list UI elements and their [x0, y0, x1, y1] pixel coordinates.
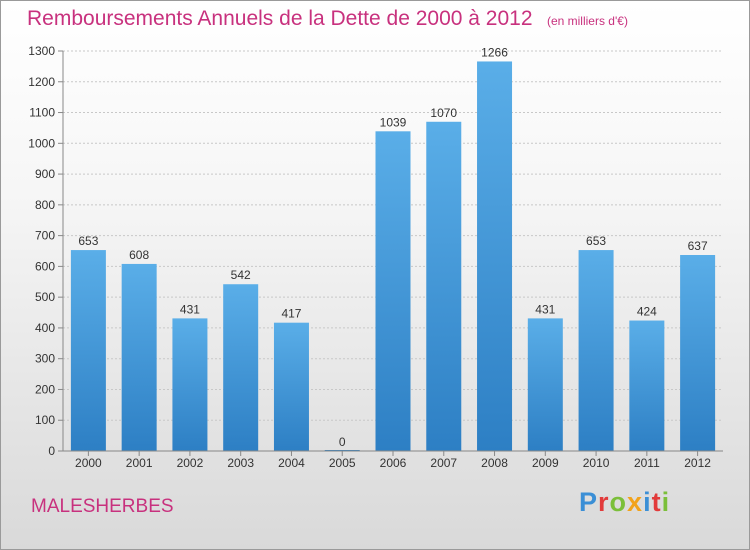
x-tick-label: 2003: [227, 456, 254, 470]
bar: [121, 263, 157, 451]
x-tick-label: 2004: [278, 456, 305, 470]
bar: [70, 250, 106, 451]
bar: [477, 61, 513, 451]
x-tick-label: 2010: [583, 456, 610, 470]
bar: [680, 255, 716, 451]
y-tick-label: 1300: [28, 44, 55, 58]
y-tick-label: 100: [35, 413, 55, 427]
bar-value-label: 637: [688, 239, 708, 253]
bar: [375, 131, 411, 452]
city-name: MALESHERBES: [31, 496, 174, 517]
y-tick-label: 500: [35, 290, 55, 304]
title-main: Remboursements Annuels de la Dette de 20…: [27, 7, 533, 30]
bar-value-label: 1266: [481, 45, 508, 59]
bar: [578, 250, 614, 451]
bar-value-label: 417: [281, 307, 301, 321]
bar: [172, 318, 208, 451]
proxiti-logo: Proxiti: [579, 487, 670, 518]
y-tick-label: 0: [48, 444, 55, 458]
bar-value-label: 431: [180, 302, 200, 316]
bar-value-label: 431: [535, 302, 555, 316]
y-tick-label: 300: [35, 352, 55, 366]
bar: [273, 322, 309, 451]
y-tick-label: 800: [35, 198, 55, 212]
y-tick-label: 1000: [28, 136, 55, 150]
x-tick-label: 2007: [430, 456, 457, 470]
bar-value-label: 608: [129, 248, 149, 262]
title-unit: (en milliers d'€): [546, 14, 628, 28]
x-tick-label: 2000: [75, 456, 102, 470]
y-tick-label: 1200: [28, 75, 55, 89]
y-tick-label: 700: [35, 229, 55, 243]
y-tick-label: 200: [35, 382, 55, 396]
x-tick-label: 2011: [634, 456, 660, 470]
y-tick-label: 400: [35, 321, 55, 335]
bar-value-label: 653: [78, 234, 98, 248]
logo-letter: t: [651, 487, 662, 517]
x-tick-label: 2005: [329, 456, 356, 470]
bar-value-label: 424: [637, 305, 657, 319]
x-tick-label: 2006: [380, 456, 407, 470]
x-tick-label: 2008: [481, 456, 508, 470]
y-tick-label: 900: [35, 167, 55, 181]
logo-letter: x: [627, 487, 644, 517]
x-tick-label: 2002: [177, 456, 204, 470]
bar: [426, 121, 462, 452]
bar-value-label: 653: [586, 234, 606, 248]
bar: [629, 320, 665, 451]
bar: [527, 318, 563, 451]
bar-value-label: 1070: [430, 106, 457, 120]
logo-letter: P: [579, 487, 599, 517]
bar-value-label: 542: [231, 268, 251, 282]
bars: 653 608 431 542 417 0 1039 1070 1266 431 653 424 637: [70, 45, 716, 452]
logo-letter: i: [661, 487, 671, 517]
x-tick-label: 2012: [684, 456, 711, 470]
y-tick-label: 1100: [29, 106, 55, 120]
bar: [223, 284, 259, 451]
x-tick-label: 2001: [126, 456, 153, 470]
y-tick-label: 600: [35, 259, 55, 273]
logo-letter: i: [643, 487, 652, 517]
x-axis: 2000 2001 2002 2003 2004 2005 2006 2007 2008 2009…: [63, 450, 723, 470]
logo-letter: o: [609, 487, 628, 517]
chart-title: Remboursements Annuels de la Dette de 20…: [27, 7, 628, 31]
x-tick-label: 2009: [532, 456, 559, 470]
bar-value-label: 1039: [380, 115, 407, 129]
y-axis: 0 100 200 300 400 500 600 700 800 900 1000 1100 1200…: [28, 44, 64, 458]
bar-value-label: 0: [339, 435, 346, 449]
logo-letter: r: [598, 487, 610, 517]
